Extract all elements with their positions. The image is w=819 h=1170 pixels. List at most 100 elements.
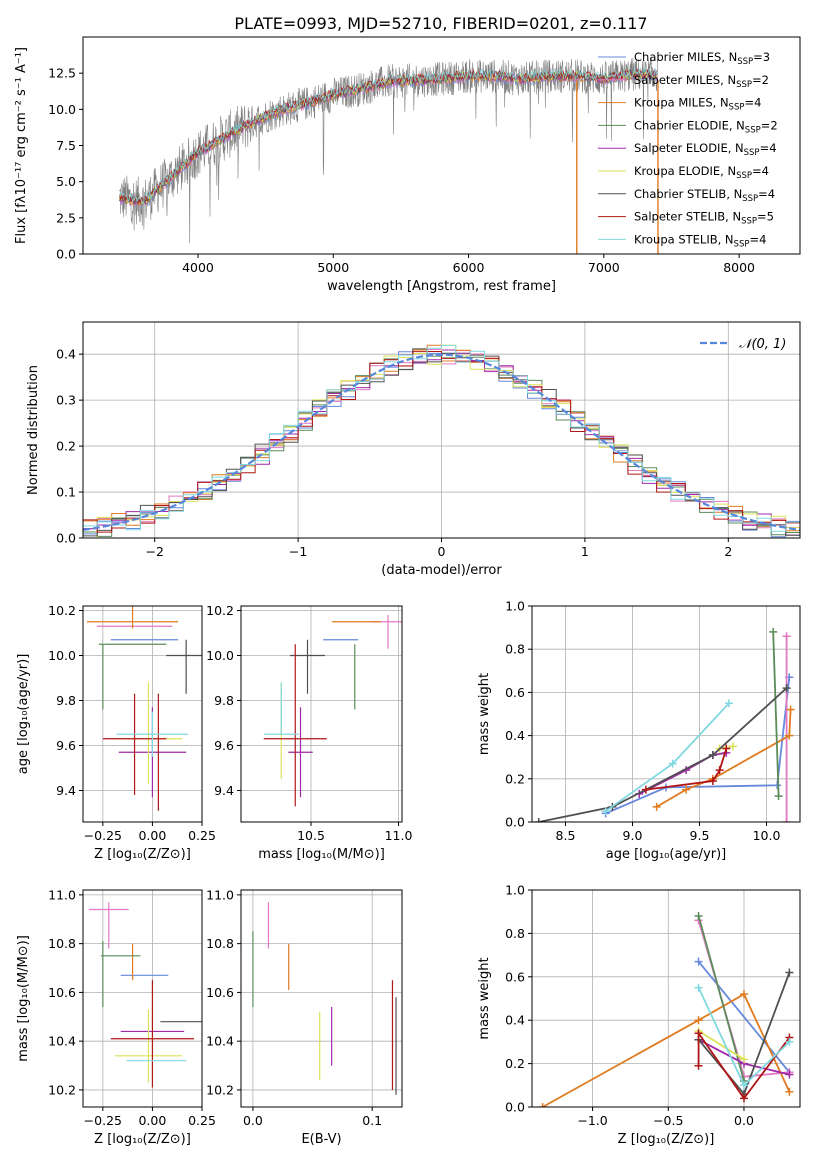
y-tick-label: 0.1: [56, 485, 76, 500]
weight-marker: [694, 1029, 703, 1038]
error-bar-point: [88, 902, 129, 949]
x-tick-label: 8.5: [556, 828, 576, 843]
residual-histogram: [83, 348, 800, 537]
weight-marker: [601, 807, 610, 816]
y-tick-label: 10.0: [48, 648, 76, 663]
legend-entry: Kroupa MILES, NSSP=4: [634, 96, 761, 113]
y-tick-label: 10.4: [206, 1034, 234, 1049]
y-tick-label: 10.8: [48, 936, 76, 951]
weight-series: [694, 1029, 794, 1103]
weight-marker: [774, 792, 783, 801]
weight-series: [694, 983, 794, 1090]
x-axis-label: Z [log₁₀(Z/Z⊙)]: [618, 1132, 715, 1147]
x-tick-label: 6000: [453, 260, 485, 275]
error-bar-point: [263, 644, 327, 807]
plot-area: [538, 912, 794, 1107]
legend-entry: Chabrier ELODIE, NSSP=2: [634, 118, 778, 135]
error-bar-point: [114, 682, 183, 784]
panel-6: 0.0 0.1 10.2 10.4 10.6 10.8 11.0 E(B-V): [206, 887, 403, 1147]
y-tick-label: 0.8: [505, 926, 525, 941]
panel-1: −2 −1 0 1 2 0.0 0.1 0.2 0.3 0.4 (data-model)/error…: [26, 321, 801, 578]
x-tick-label: −0.5: [653, 1113, 683, 1128]
axes-frame: [531, 889, 801, 1108]
weight-series: [782, 632, 791, 822]
y-tick-label: 10.0: [206, 648, 234, 663]
error-bar-point: [370, 615, 402, 649]
panel-0: 4000 5000 6000 7000 8000 0.0 2.5 5.0 7.5 10.0 12.5…: [14, 36, 801, 294]
y-tick-label: 0.4: [56, 347, 76, 362]
legend-entry: Salpeter MILES, NSSP=2: [634, 73, 769, 90]
plot-area: [86, 606, 202, 811]
weight-marker: [715, 766, 724, 775]
panel-2: −0.25 0.00 0.25 9.4 9.6 9.8 10.0 10.2 Z [log₁₀(Z…: [16, 603, 216, 862]
x-axis-label: age [log₁₀(age/yr)]: [606, 847, 727, 862]
x-tick-label: −1: [289, 544, 307, 559]
y-axis-label: mass weight: [477, 673, 492, 755]
x-tick-label: 0.00: [138, 828, 166, 843]
y-tick-label: 10.2: [48, 603, 76, 618]
weight-marker: [739, 1055, 748, 1064]
plot-area: [83, 344, 800, 538]
x-tick-label: 8000: [723, 260, 755, 275]
y-axis-label: Flux [fλ10⁻¹⁷ erg cm⁻² s⁻¹ A⁻¹]: [14, 47, 29, 244]
spectrum-title: PLATE=0993, MJD=52710, FIBERID=0201, z=0…: [234, 14, 647, 33]
y-tick-label: 9.4: [56, 783, 76, 798]
y-tick-label: 0.0: [505, 815, 525, 830]
weight-marker: [694, 1016, 703, 1025]
legend-entry: Kroupa ELODIE, NSSP=4: [634, 164, 769, 181]
spectrum-legend: Chabrier MILES, NSSP=3 Salpeter MILES, NS…: [598, 50, 778, 249]
plot-area: [534, 627, 795, 822]
weight-marker: [694, 983, 703, 992]
weight-marker: [652, 802, 661, 811]
legend-entry: Kroupa STELIB, NSSP=4: [634, 232, 766, 249]
x-tick-label: 9.5: [690, 828, 710, 843]
weight-marker: [785, 1037, 794, 1046]
weight-series: [534, 684, 791, 822]
x-tick-label: 0.1: [362, 1113, 382, 1128]
y-tick-label: 10.0: [48, 102, 76, 117]
weight-marker: [694, 912, 703, 921]
x-tick-label: 2: [724, 544, 732, 559]
weight-marker: [785, 731, 794, 740]
weight-series: [641, 744, 731, 794]
weight-marker: [739, 1081, 748, 1090]
y-tick-label: 0.2: [56, 439, 76, 454]
weight-marker: [785, 1087, 794, 1096]
x-axis-label: (data-model)/error: [381, 563, 502, 578]
weight-marker: [641, 785, 650, 794]
weight-series: [694, 912, 748, 1085]
y-tick-label: 0.0: [56, 247, 76, 262]
axes-frame: [240, 889, 403, 1108]
y-tick-label: 0.2: [505, 771, 525, 786]
y-tick-label: 1.0: [505, 883, 525, 898]
y-tick-label: 0.6: [505, 969, 525, 984]
legend-entry: Salpeter ELODIE, NSSP=4: [634, 141, 777, 158]
y-axis-label: mass weight: [477, 957, 492, 1039]
model-spectrum: [119, 66, 658, 205]
x-tick-label: 0.0: [734, 1113, 754, 1128]
weight-marker: [538, 1103, 547, 1107]
legend-entry: Chabrier STELIB, NSSP=4: [634, 187, 775, 204]
y-tick-label: 10.2: [206, 603, 234, 618]
weight-series: [601, 673, 794, 818]
plot-area: [263, 615, 402, 807]
weight-marker: [769, 627, 778, 636]
x-tick-label: 0: [438, 544, 446, 559]
x-tick-label: 0.25: [188, 1113, 216, 1128]
weight-marker: [782, 684, 791, 693]
x-axis-label: mass [log₁₀(M/M⊙)]: [258, 847, 385, 862]
weight-marker: [739, 990, 748, 999]
legend-entry: 𝒩(0, 1): [739, 337, 786, 352]
y-tick-label: 5.0: [56, 174, 76, 189]
axes-frame: [82, 889, 203, 1108]
axes-frame: [82, 605, 203, 823]
weight-marker: [773, 781, 782, 790]
model-spectrum: [119, 67, 658, 205]
weight-marker: [694, 1061, 703, 1070]
plot-area: [252, 902, 397, 1095]
y-tick-label: 10.4: [48, 1034, 76, 1049]
y-tick-label: 0.4: [505, 728, 525, 743]
weight-marker: [694, 957, 703, 966]
gaussian-curve: [83, 353, 800, 531]
